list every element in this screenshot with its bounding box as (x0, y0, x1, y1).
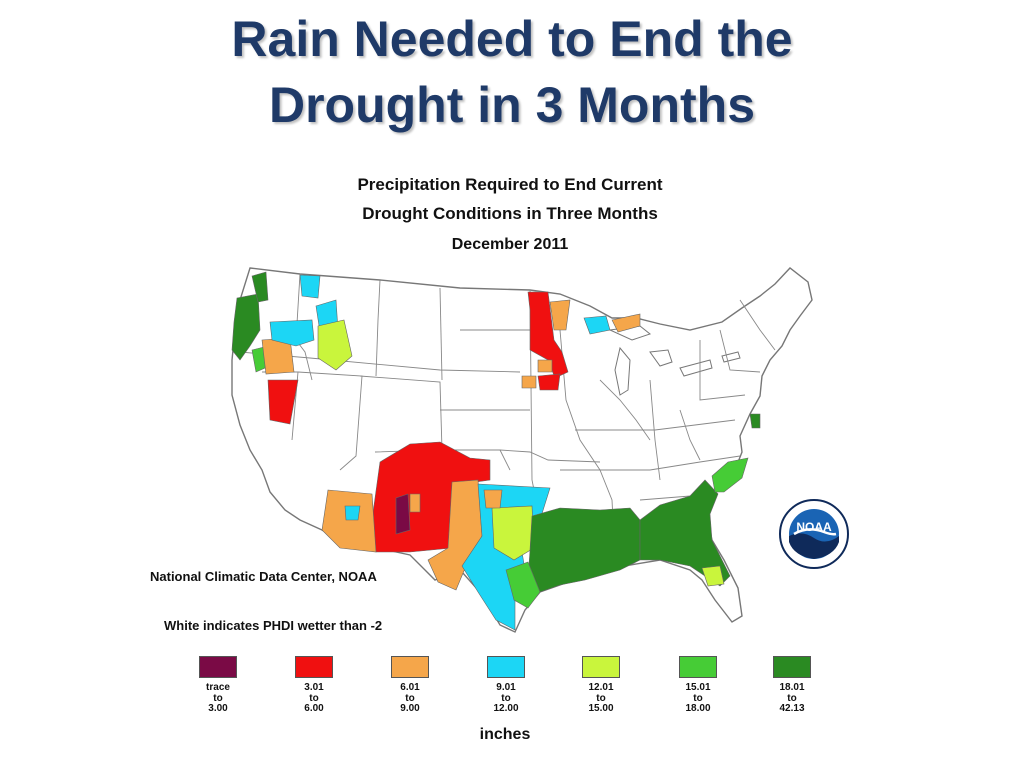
legend-item-18-42: 18.01 to 42.13 (760, 656, 824, 715)
great-lakes (608, 325, 741, 396)
region-idaho-lime (317, 319, 353, 371)
map-note: White indicates PHDI wetter than -2 (164, 618, 383, 633)
legend-item-6-9: 6.01 to 9.00 (378, 656, 442, 715)
legend-swatch (582, 656, 620, 678)
region-southeast-green (639, 479, 731, 587)
region-washington-north (251, 271, 269, 303)
region-iowa-orange (537, 359, 553, 373)
legend-label: 12.01 to 15.00 (588, 682, 614, 714)
noaa-logo-text: NOAA (796, 520, 832, 534)
map-heading: Precipitation Required to End Current Dr… (250, 170, 770, 228)
legend-item-3-6: 3.01 to 6.00 (282, 656, 346, 715)
slide-title: Rain Needed to End the Drought in 3 Mont… (0, 6, 1024, 138)
legend-label: 18.01 to 42.13 (779, 682, 805, 714)
legend-item-12-15: 12.01 to 15.00 (569, 656, 633, 715)
region-texas-orange-small (483, 489, 503, 509)
legend-label: 9.01 to 12.00 (493, 682, 519, 714)
region-texas-lime (491, 505, 535, 561)
noaa-logo: NOAA (779, 499, 849, 569)
region-gulf-coast-green (527, 507, 641, 593)
region-gulf-coast-medium (505, 561, 541, 609)
legend-label: 3.01 to 6.00 (304, 682, 324, 714)
region-nevada-red (267, 379, 299, 425)
legend-swatch (487, 656, 525, 678)
region-iowa-red (537, 373, 561, 391)
legend-swatch (295, 656, 333, 678)
legend-swatch (391, 656, 429, 678)
region-north-carolina-green (711, 457, 749, 493)
region-new-mexico-orange (409, 493, 421, 513)
region-wisconsin-blue (583, 315, 611, 335)
region-minnesota-red (527, 291, 569, 379)
legend-item-9-12: 9.01 to 12.00 (474, 656, 538, 715)
map-date: December 2011 (451, 236, 569, 253)
region-delaware-green (749, 413, 761, 429)
region-oregon-blue (269, 319, 315, 347)
slide-title-line2: Drought in 3 Months (268, 77, 756, 133)
region-florida-lime (701, 565, 725, 587)
legend-label: 15.01 to 18.00 (685, 682, 711, 714)
legend-label: 6.01 to 9.00 (400, 682, 420, 714)
data-credit: National Climatic Data Center, NOAA (150, 569, 377, 584)
slide-title-line1: Rain Needed to End the (231, 11, 793, 67)
legend-units: inches (479, 726, 531, 743)
region-minnesota-orange (549, 299, 571, 331)
drought-regions (231, 271, 761, 631)
region-iowa-orange-small (521, 375, 537, 389)
region-new-mexico-maroon (395, 493, 411, 535)
region-arizona-orange (321, 489, 377, 553)
region-idaho-blue-north (299, 274, 321, 299)
legend-label: trace to 3.00 (206, 682, 230, 714)
legend-item-trace-3: trace to 3.00 (186, 656, 250, 715)
region-arizona-blue (344, 505, 361, 521)
map-heading-line1: Precipitation Required to End Current (357, 175, 663, 194)
legend-swatch (679, 656, 717, 678)
legend-swatch (199, 656, 237, 678)
region-michigan-orange (611, 313, 641, 333)
map-heading-line2: Drought Conditions in Three Months (362, 204, 658, 223)
legend-item-15-18: 15.01 to 18.00 (666, 656, 730, 715)
legend-swatch (773, 656, 811, 678)
